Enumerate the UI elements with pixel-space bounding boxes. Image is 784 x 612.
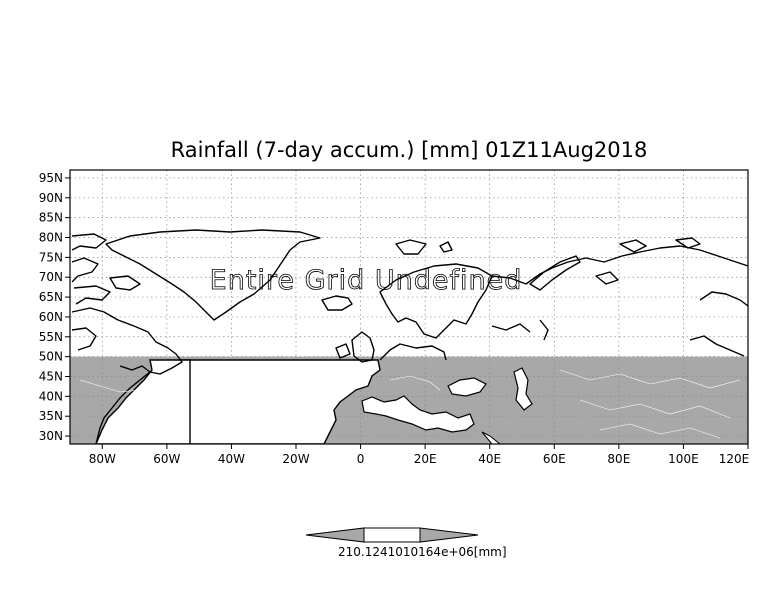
graticule (70, 170, 748, 444)
political-boundaries (79, 369, 741, 439)
lon-tick-label: 100E (668, 452, 699, 466)
lat-tick-label: 65N (39, 290, 63, 304)
svalbard-coast (395, 239, 453, 255)
russia-north-coast (491, 245, 748, 341)
lat-tick-label: 75N (39, 250, 63, 264)
land-masses (95, 359, 533, 444)
lat-tick-label: 55N (39, 330, 63, 344)
canada-arctic-coast (71, 233, 141, 305)
lon-tick-label: 20W (282, 452, 309, 466)
map-plot-area: Entire Grid Undefined (70, 170, 748, 444)
greenland-coast (105, 229, 321, 321)
asia-east-coast (689, 291, 748, 357)
lat-tick-label: 45N (39, 369, 63, 383)
colorbar-box (363, 527, 421, 543)
caspian-sea (513, 367, 533, 411)
lon-tick-label: 60E (543, 452, 566, 466)
lat-tick-label: 70N (39, 270, 63, 284)
lat-tick-label: 90N (39, 191, 63, 205)
undefined-grid-message: Entire Grid Undefined (210, 265, 523, 296)
british-isles-coast (335, 331, 375, 363)
lat-tick-label: 40N (39, 389, 63, 403)
lat-tick-label: 60N (39, 310, 63, 324)
scandinavia-coast (379, 263, 493, 339)
colorbar-left-triangle (305, 527, 365, 543)
atlantic-west (95, 359, 191, 444)
labrador-coast (71, 307, 183, 375)
mediterranean-sea (361, 395, 475, 433)
north-america-east-coast (95, 371, 151, 444)
novaya-zemlya-coast (529, 255, 581, 291)
lat-tick-label: 80N (39, 231, 63, 245)
atlantic-ocean (179, 359, 381, 444)
colorbar-label: 210.1241010164e+06[mm] (338, 545, 507, 559)
black-sea (447, 377, 487, 397)
lon-tick-label: 60W (153, 452, 180, 466)
lon-tick-label: 80E (607, 452, 630, 466)
lon-tick-label: 0 (357, 452, 365, 466)
lon-tick-label: 40W (218, 452, 245, 466)
europe-north-coast (379, 343, 447, 361)
lon-tick-label: 40E (478, 452, 501, 466)
colorbar: 210.1241010164e+06[mm] (305, 527, 507, 559)
arctic-islands-coast (595, 237, 701, 285)
coastlines (71, 229, 748, 444)
lat-tick-label: 95N (39, 171, 63, 185)
iceland-coast (321, 295, 353, 311)
lon-tick-label: 20E (414, 452, 437, 466)
lat-tick-label: 35N (39, 409, 63, 423)
map-title: Rainfall (7-day accum.) [mm] 01Z11Aug201… (171, 138, 648, 162)
red-sea (481, 431, 501, 444)
lat-tick-label: 85N (39, 211, 63, 225)
axis-ticks: 80W 60W 40W 20W 0 20E 40E 60E 80E 100E 120E 30N 35N 4… (39, 171, 750, 466)
lon-tick-label: 80W (89, 452, 116, 466)
lat-tick-label: 50N (39, 350, 63, 364)
colorbar-right-triangle (419, 527, 479, 543)
lon-tick-label: 120E (719, 452, 750, 466)
lat-tick-label: 30N (39, 429, 63, 443)
map-frame (69, 169, 749, 445)
